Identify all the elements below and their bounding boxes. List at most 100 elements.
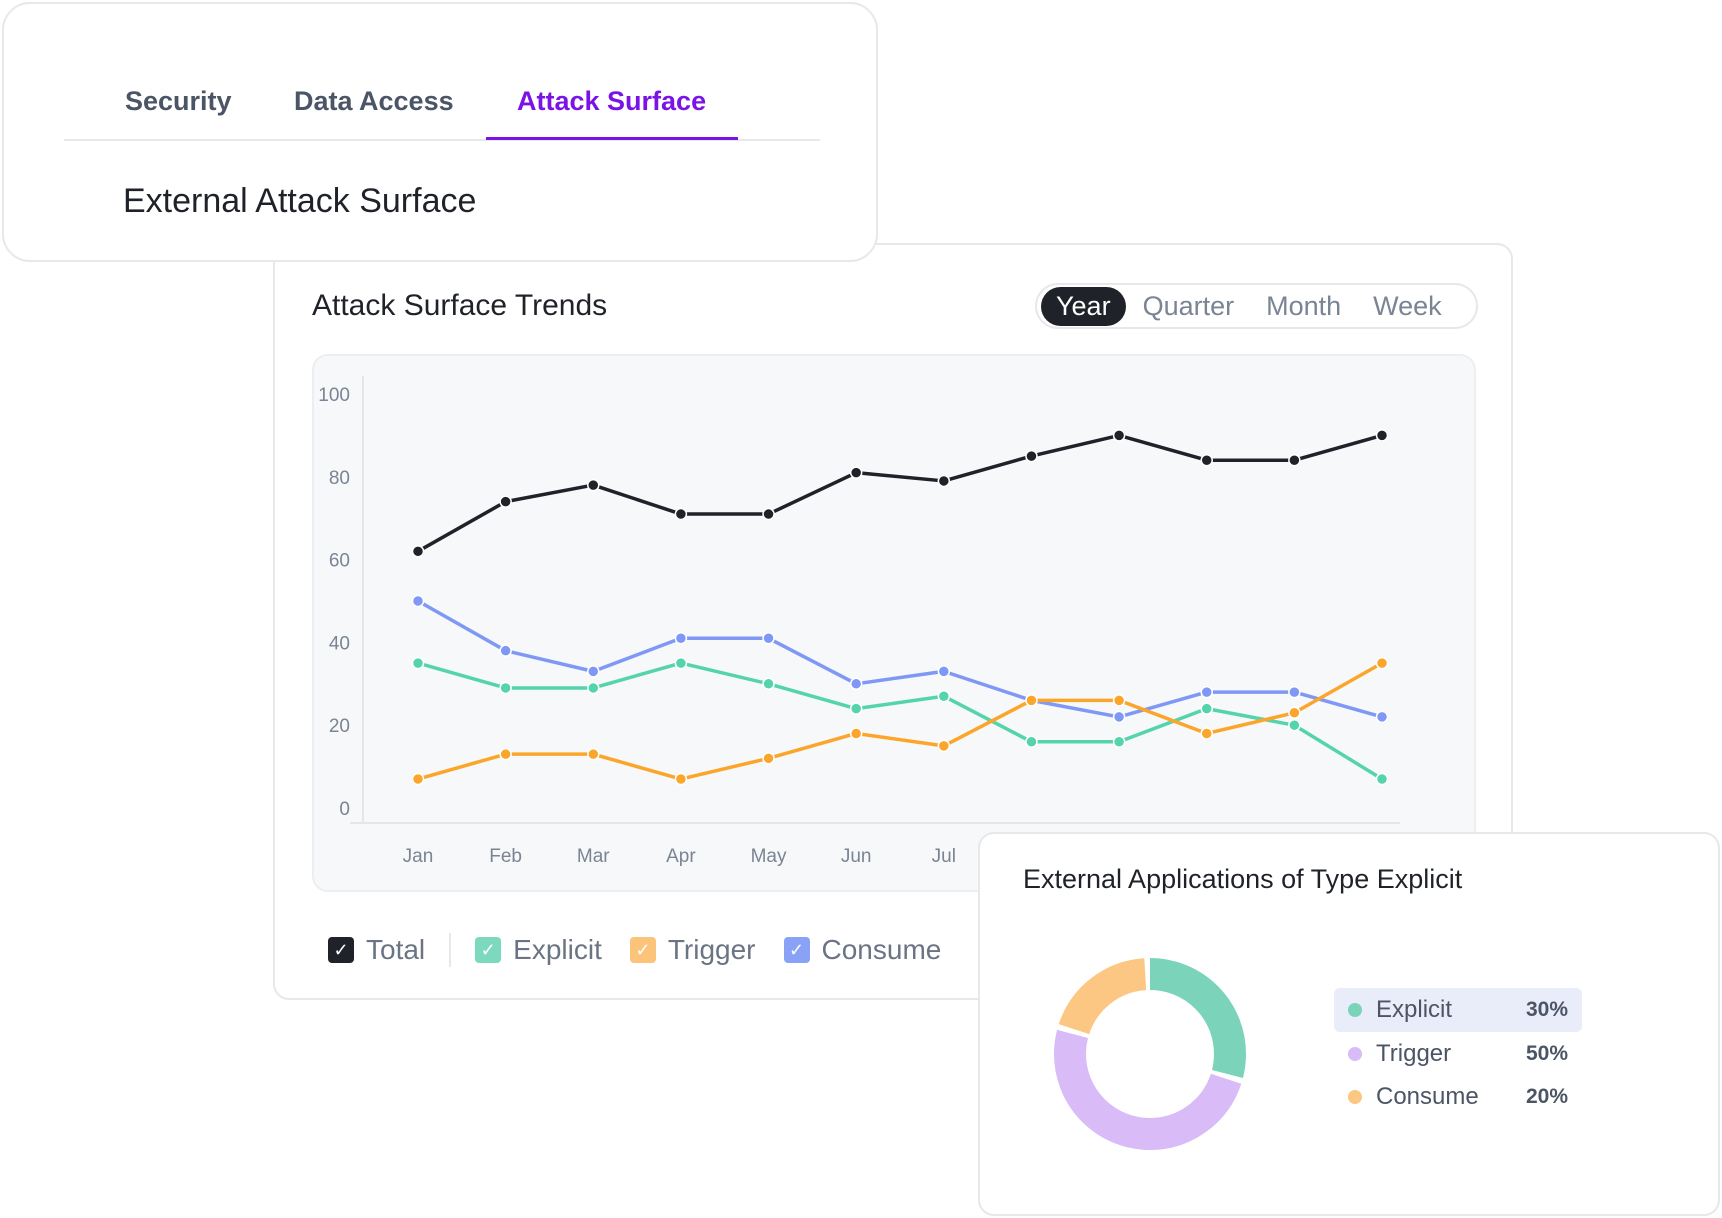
header-card: Security Data Access Attack Surface Exte… [2, 2, 878, 262]
data-point-trigger [674, 772, 688, 786]
data-point-total [587, 478, 600, 492]
data-point-trigger [937, 739, 951, 753]
x-tick-label: Feb [489, 846, 522, 867]
period-month[interactable]: Month [1266, 290, 1342, 321]
data-point-explicit [1375, 772, 1389, 786]
tab-data-access[interactable]: Data Access [294, 86, 454, 116]
series-line-trigger [417, 661, 1383, 781]
data-point-explicit [674, 656, 688, 670]
data-point-total [937, 474, 951, 488]
x-tick-label: Jan [403, 846, 434, 867]
data-point-total [762, 507, 775, 521]
data-point-trigger [411, 772, 425, 786]
line-chart-svg: 020406080100JanFebMarAprMayJunJulAugSepO… [318, 376, 1400, 867]
data-point-explicit [849, 702, 863, 715]
data-point-trigger [1025, 694, 1038, 707]
legend-label: Consume [821, 934, 942, 965]
line-chart: 020406080100JanFebMarAprMayJunJulAugSepO… [312, 354, 1476, 892]
donut-title: External Applications of Type Explicit [1023, 864, 1463, 894]
trigger-dot-icon [1348, 1047, 1362, 1061]
legend-explicit[interactable]: ✓ Explicit [475, 934, 602, 966]
x-tick-label: Jul [932, 846, 956, 867]
legend-label: Explicit [1376, 996, 1453, 1023]
checkbox-checked-icon[interactable]: ✓ [328, 937, 354, 963]
data-point-total [1200, 453, 1213, 467]
tab-divider [64, 139, 820, 141]
series-line-explicit [417, 661, 1383, 781]
x-tick-label: Apr [666, 846, 696, 867]
data-point-consume [587, 665, 600, 678]
legend-label: Trigger [1376, 1040, 1452, 1067]
tab-attack-surface[interactable]: Attack Surface [517, 86, 707, 116]
legend-consume[interactable]: ✓ Consume [783, 934, 942, 966]
period-quarter[interactable]: Quarter [1142, 290, 1235, 321]
data-point-total [499, 495, 512, 508]
legend-total[interactable]: ✓ Total [328, 934, 425, 966]
y-tick-label: 100 [318, 385, 350, 406]
checkbox-checked-icon[interactable]: ✓ [629, 937, 656, 963]
donut-legend-trigger[interactable]: Trigger 50% [1334, 1032, 1582, 1076]
data-point-consume [1112, 710, 1126, 724]
data-point-explicit [762, 677, 775, 691]
y-tick-label: 80 [329, 468, 350, 489]
data-point-consume [674, 632, 688, 645]
y-tick-label: 20 [329, 716, 350, 737]
data-point-trigger [1112, 694, 1126, 707]
legend-label: Trigger [667, 934, 756, 965]
legend-pct: 30% [1525, 998, 1568, 1021]
y-tick-label: 60 [329, 551, 350, 572]
donut-slice-explicit [1054, 958, 1246, 1150]
period-week[interactable]: Week [1373, 290, 1442, 321]
x-tick-label: Mar [577, 846, 610, 867]
checkbox-checked-icon[interactable]: ✓ [783, 937, 810, 963]
trends-title: Attack Surface Trends [312, 289, 608, 322]
legend-label: Total [366, 934, 426, 965]
y-tick-label: 0 [339, 799, 350, 820]
data-point-explicit [1112, 735, 1126, 749]
series-line-consume [417, 599, 1383, 719]
data-point-explicit [1025, 735, 1038, 749]
legend-label: Explicit [513, 934, 602, 965]
data-point-explicit [1200, 702, 1213, 715]
x-tick-label: May [751, 846, 787, 867]
data-point-explicit [587, 681, 600, 695]
active-tab-underline [486, 137, 738, 140]
legend-pct: 50% [1525, 1042, 1568, 1065]
data-point-trigger [1375, 656, 1389, 670]
data-point-consume [849, 677, 863, 691]
donut-legend-consume[interactable]: Consume 20% [1334, 1075, 1582, 1119]
data-point-total [1112, 429, 1126, 442]
data-point-consume [937, 665, 951, 678]
data-point-trigger [1288, 706, 1301, 720]
legend-label: Consume [1376, 1083, 1479, 1110]
data-point-explicit [499, 681, 512, 695]
tab-security[interactable]: Security [125, 86, 232, 116]
data-point-total [411, 545, 425, 558]
legend-pct: 20% [1525, 1085, 1568, 1108]
data-point-consume [1288, 685, 1301, 699]
data-point-explicit [937, 689, 951, 703]
data-point-consume [411, 594, 425, 608]
legend-trigger[interactable]: ✓ Trigger [629, 934, 756, 966]
period-year[interactable]: Year [1041, 286, 1126, 326]
y-tick-label: 40 [329, 633, 350, 654]
data-point-consume [762, 632, 775, 645]
data-point-explicit [1288, 718, 1301, 732]
series-line-total [417, 433, 1383, 553]
donut-card: External Applications of Type Explicit E… [978, 832, 1720, 1216]
data-point-consume [499, 644, 512, 657]
checkbox-checked-icon[interactable]: ✓ [475, 937, 502, 963]
data-point-explicit [411, 656, 425, 670]
data-point-total [849, 466, 863, 479]
data-point-total [1375, 429, 1389, 442]
chart-legend: ✓ Total ✓ Explicit ✓ Trigger ✓ Consume [328, 933, 969, 967]
data-point-trigger [762, 752, 775, 765]
donut-legend-explicit[interactable]: Explicit 30% [1334, 988, 1582, 1032]
page-title: External Attack Surface [123, 182, 477, 220]
x-tick-label: Jun [841, 846, 872, 867]
period-selector: Year Quarter Month Week [1035, 283, 1478, 329]
data-point-trigger [587, 747, 600, 761]
data-point-trigger [499, 747, 512, 761]
data-point-trigger [849, 727, 863, 740]
data-point-consume [1200, 685, 1213, 699]
